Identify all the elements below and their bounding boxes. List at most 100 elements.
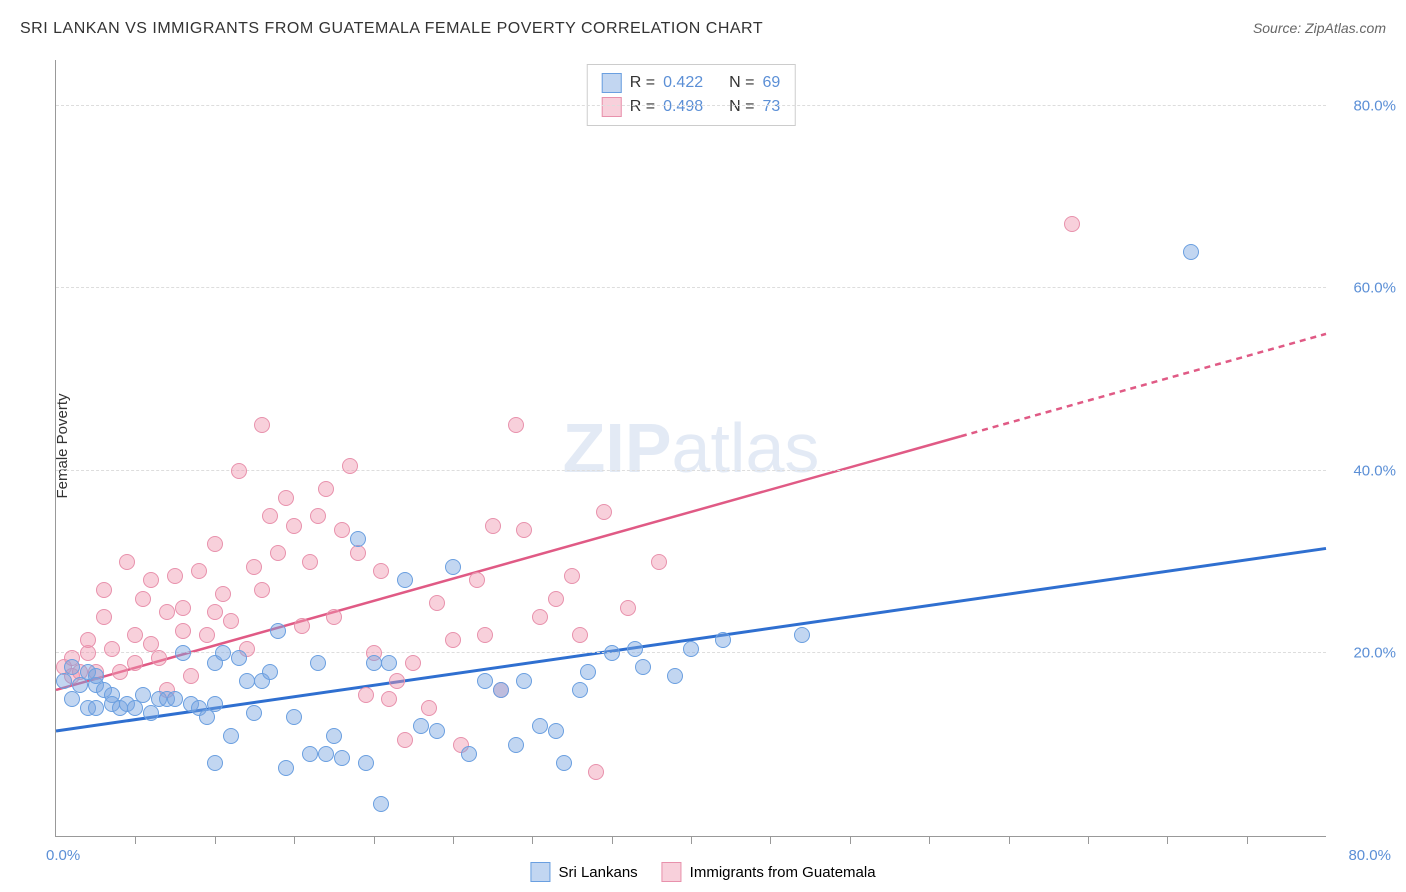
data-point-guatemala [96,582,112,598]
data-point-guatemala [588,764,604,780]
data-point-sri-lankan [373,796,389,812]
data-point-guatemala [477,627,493,643]
x-minor-tick [770,836,771,844]
data-point-sri-lankan [175,645,191,661]
data-point-guatemala [397,732,413,748]
watermark-text: ZIPatlas [563,408,820,488]
data-point-guatemala [469,572,485,588]
watermark-zip: ZIP [563,409,672,487]
data-point-sri-lankan [445,559,461,575]
data-point-sri-lankan [262,664,278,680]
x-minor-tick [929,836,930,844]
legend-item-a: Sri Lankans [530,862,637,882]
n-value-b: 73 [762,98,780,116]
data-point-guatemala [80,645,96,661]
x-tick-min: 0.0% [46,847,80,864]
data-point-guatemala [421,700,437,716]
data-point-guatemala [183,668,199,684]
data-point-sri-lankan [143,705,159,721]
data-point-sri-lankan [223,728,239,744]
data-point-sri-lankan [366,655,382,671]
plot-area: ZIPatlas R = 0.422 N = 69 R = 0.498 N = … [55,60,1326,837]
y-tick-label: 60.0% [1353,280,1396,297]
data-point-sri-lankan [580,664,596,680]
data-point-guatemala [254,582,270,598]
x-minor-tick [612,836,613,844]
data-point-sri-lankan [397,572,413,588]
data-point-sri-lankan [493,682,509,698]
stats-row-b: R = 0.498 N = 73 [602,95,781,119]
x-minor-tick [1009,836,1010,844]
data-point-sri-lankan [286,709,302,725]
data-point-sri-lankan [239,673,255,689]
data-point-sri-lankan [413,718,429,734]
data-point-guatemala [207,536,223,552]
data-point-sri-lankan [635,659,651,675]
r-label-b: R = [630,98,655,116]
data-point-guatemala [548,591,564,607]
data-point-sri-lankan [246,705,262,721]
data-point-sri-lankan [532,718,548,734]
r-value-a: 0.422 [663,74,703,92]
data-point-guatemala [485,518,501,534]
x-minor-tick [374,836,375,844]
data-point-sri-lankan [627,641,643,657]
data-point-sri-lankan [56,673,72,689]
data-point-guatemala [215,586,231,602]
r-value-b: 0.498 [663,98,703,116]
data-point-guatemala [119,554,135,570]
data-point-guatemala [270,545,286,561]
data-point-guatemala [310,508,326,524]
trend-lines-svg [56,60,1326,836]
data-point-sri-lankan [429,723,445,739]
data-point-sri-lankan [1183,244,1199,260]
data-point-sri-lankan [318,746,334,762]
data-point-sri-lankan [477,673,493,689]
x-minor-tick [453,836,454,844]
data-point-sri-lankan [231,650,247,666]
data-point-guatemala [294,618,310,634]
data-point-sri-lankan [350,531,366,547]
r-label-a: R = [630,74,655,92]
x-minor-tick [135,836,136,844]
data-point-sri-lankan [572,682,588,698]
data-point-sri-lankan [167,691,183,707]
chart-container: SRI LANKAN VS IMMIGRANTS FROM GUATEMALA … [0,0,1406,892]
data-point-guatemala [572,627,588,643]
bottom-legend: Sri Lankans Immigrants from Guatemala [530,862,875,882]
legend-label-b: Immigrants from Guatemala [690,864,876,881]
data-point-guatemala [318,481,334,497]
data-point-sri-lankan [310,655,326,671]
data-point-guatemala [286,518,302,534]
data-point-sri-lankan [135,687,151,703]
data-point-guatemala [191,563,207,579]
data-point-sri-lankan [207,755,223,771]
data-point-sri-lankan [358,755,374,771]
data-point-guatemala [127,655,143,671]
data-point-sri-lankan [667,668,683,684]
source-attribution: Source: ZipAtlas.com [1253,20,1386,36]
data-point-sri-lankan [326,728,342,744]
gridline-h [56,287,1326,288]
data-point-guatemala [508,417,524,433]
n-value-a: 69 [762,74,780,92]
data-point-guatemala [381,691,397,707]
data-point-guatemala [342,458,358,474]
legend-item-b: Immigrants from Guatemala [662,862,876,882]
data-point-sri-lankan [64,659,80,675]
data-point-guatemala [564,568,580,584]
x-minor-tick [532,836,533,844]
data-point-guatemala [246,559,262,575]
data-point-sri-lankan [278,760,294,776]
data-point-guatemala [278,490,294,506]
data-point-guatemala [159,604,175,620]
data-point-guatemala [207,604,223,620]
data-point-guatemala [127,627,143,643]
data-point-guatemala [254,417,270,433]
data-point-guatemala [326,609,342,625]
n-label-a: N = [729,74,754,92]
data-point-guatemala [651,554,667,570]
legend-swatch-guatemala-icon [662,862,682,882]
data-point-sri-lankan [72,677,88,693]
x-minor-tick [691,836,692,844]
